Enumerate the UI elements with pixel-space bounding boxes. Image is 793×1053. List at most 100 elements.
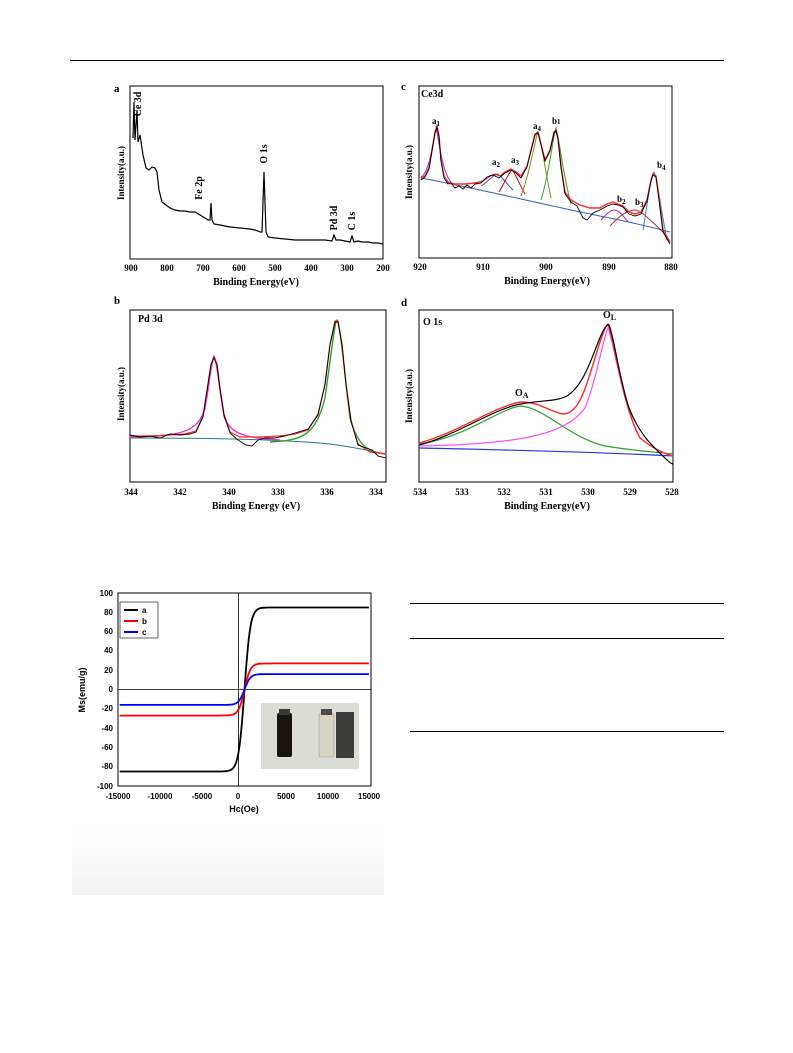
peak-label: b3 xyxy=(635,197,644,209)
x-tick-label: 530 xyxy=(581,487,595,497)
x-tick-label: 200 xyxy=(376,263,390,273)
x-axis-ticks: 344 342 340 338 336 334 xyxy=(124,487,383,497)
xps-survey-panel: a 900 800 700 600 500 400 300 200 Bindin… xyxy=(114,83,390,288)
x-tick-label: 890 xyxy=(602,262,616,272)
peak-label-ol: OL xyxy=(603,310,616,322)
x-axis-title: Hc(Oe) xyxy=(229,804,259,814)
sample-vials-photo xyxy=(261,703,359,769)
y-tick-label: -100 xyxy=(97,782,114,791)
x-tick-label: 336 xyxy=(320,487,334,497)
x-axis-title: Binding Energy(eV) xyxy=(504,276,590,287)
peak-label-oa: OA xyxy=(515,388,529,400)
panel-title-ce3d: Ce3d xyxy=(421,89,444,100)
x-tick-label: 534 xyxy=(413,487,427,497)
x-tick-label: 529 xyxy=(623,487,637,497)
x-tick-label: 334 xyxy=(369,487,383,497)
component-pd3d52 xyxy=(269,319,387,455)
x-tick-label: 880 xyxy=(664,262,678,272)
x-tick-label: 500 xyxy=(268,263,282,273)
vial-clear-cap xyxy=(321,709,332,715)
table-bottom-rule xyxy=(410,731,724,732)
peak-label-ce3d: Ce 3d xyxy=(133,91,144,116)
vial-clear xyxy=(318,712,335,758)
component-a2 xyxy=(480,173,514,191)
x-tick-label: 800 xyxy=(160,263,174,273)
raw-spectrum-line xyxy=(418,324,674,465)
peak-label-pd3d: Pd 3d xyxy=(329,205,340,230)
component-b3 xyxy=(609,209,664,233)
survey-spectrum-line xyxy=(132,101,384,245)
peak-labels: a1 a2 a3 a4 b1 b2 b3 b4 xyxy=(432,116,666,209)
hysteresis-chart: 100 80 60 40 20 0 -20 -40 -60 -80 -100 -… xyxy=(77,589,381,814)
y-tick-label: -20 xyxy=(101,704,113,713)
raw-spectrum-line xyxy=(129,321,387,459)
y-axis-title: Intensity(a.u.) xyxy=(404,369,414,423)
y-tick-label: -40 xyxy=(101,724,113,733)
legend: a b c xyxy=(119,601,159,639)
legend-label-b: b xyxy=(142,617,147,626)
vial-dark xyxy=(277,713,292,757)
x-axis-title: Binding Energy(eV) xyxy=(213,277,299,288)
x-tick-label: -5000 xyxy=(192,792,213,801)
magnetization-curve-c xyxy=(119,673,369,706)
x-tick-label: -10000 xyxy=(148,792,173,801)
fit-envelope-line xyxy=(418,322,674,457)
x-tick-label: 532 xyxy=(497,487,511,497)
x-axis-ticks: 534 533 532 531 530 529 528 xyxy=(413,487,679,497)
y-tick-label: 20 xyxy=(104,666,113,675)
component-b2 xyxy=(600,209,629,223)
x-tick-label: 300 xyxy=(340,263,354,273)
peak-label-fe2p: Fe 2p xyxy=(194,176,205,200)
plot-frame xyxy=(418,85,673,259)
x-tick-label: 0 xyxy=(236,792,241,801)
peak-labels: OA OL xyxy=(515,310,616,400)
x-tick-label: -15000 xyxy=(106,792,131,801)
panel-letter-d: d xyxy=(401,297,407,309)
y-tick-label: 100 xyxy=(100,589,114,598)
y-tick-label: -80 xyxy=(101,762,113,771)
pd3d-panel: b Pd 3d 344 342 340 338 336 334 Binding … xyxy=(114,295,387,512)
peak-label: a2 xyxy=(492,157,501,169)
panel-title-o1s: O 1s xyxy=(423,317,442,328)
x-tick-label: 531 xyxy=(539,487,553,497)
table-top-rule xyxy=(410,603,724,604)
peak-label: a1 xyxy=(432,116,441,128)
y-axis-title: Intensity(a.u.) xyxy=(116,367,126,421)
plot-frame xyxy=(418,309,674,483)
o1s-panel: d O 1s OA OL 534 533 532 531 530 529 528… xyxy=(401,297,679,512)
x-tick-label: 15000 xyxy=(358,792,381,801)
component-ol xyxy=(418,326,674,457)
table-header-rule xyxy=(410,638,724,639)
y-axis-title: Intensity(a.u.) xyxy=(116,146,126,200)
component-b4 xyxy=(642,171,668,241)
raw-spectrum-line xyxy=(420,125,671,245)
peak-label: b1 xyxy=(552,116,561,126)
peak-label: a4 xyxy=(533,121,542,133)
background-line xyxy=(420,177,671,233)
legend-label-c: c xyxy=(142,628,147,637)
y-tick-label: 40 xyxy=(104,646,113,655)
ce3d-panel: c Ce3d a1 a2 a3 a4 b1 b2 b3 b4 920 910 9… xyxy=(401,81,678,287)
x-tick-label: 533 xyxy=(455,487,469,497)
x-axis-ticks: 920 910 900 890 880 xyxy=(413,262,678,272)
x-tick-label: 600 xyxy=(232,263,246,273)
header-rule xyxy=(70,60,724,61)
y-axis-ticks: 100 80 60 40 20 0 -20 -40 -60 -80 -100 xyxy=(97,589,114,791)
magnet-block xyxy=(336,712,354,758)
y-axis-title: Intensity(a.u.) xyxy=(404,145,414,199)
y-tick-label: -60 xyxy=(101,743,113,752)
x-tick-label: 910 xyxy=(476,262,490,272)
x-axis-title: Binding Energy (eV) xyxy=(212,501,300,512)
component-b1 xyxy=(540,126,572,205)
legend-label-a: a xyxy=(142,606,147,615)
x-tick-label: 10000 xyxy=(317,792,340,801)
x-tick-label: 342 xyxy=(173,487,187,497)
panel-title-pd3d: Pd 3d xyxy=(138,314,163,325)
y-tick-label: 80 xyxy=(104,608,113,617)
peak-label-c1s: C 1s xyxy=(347,212,358,231)
x-axis-ticks: 900 800 700 600 500 400 300 200 xyxy=(124,263,390,273)
panel-letter-a: a xyxy=(114,83,120,95)
x-tick-label: 900 xyxy=(539,262,553,272)
y-axis-title: Ms(emu/g) xyxy=(77,667,87,712)
peak-label-o1s: O 1s xyxy=(259,144,270,163)
